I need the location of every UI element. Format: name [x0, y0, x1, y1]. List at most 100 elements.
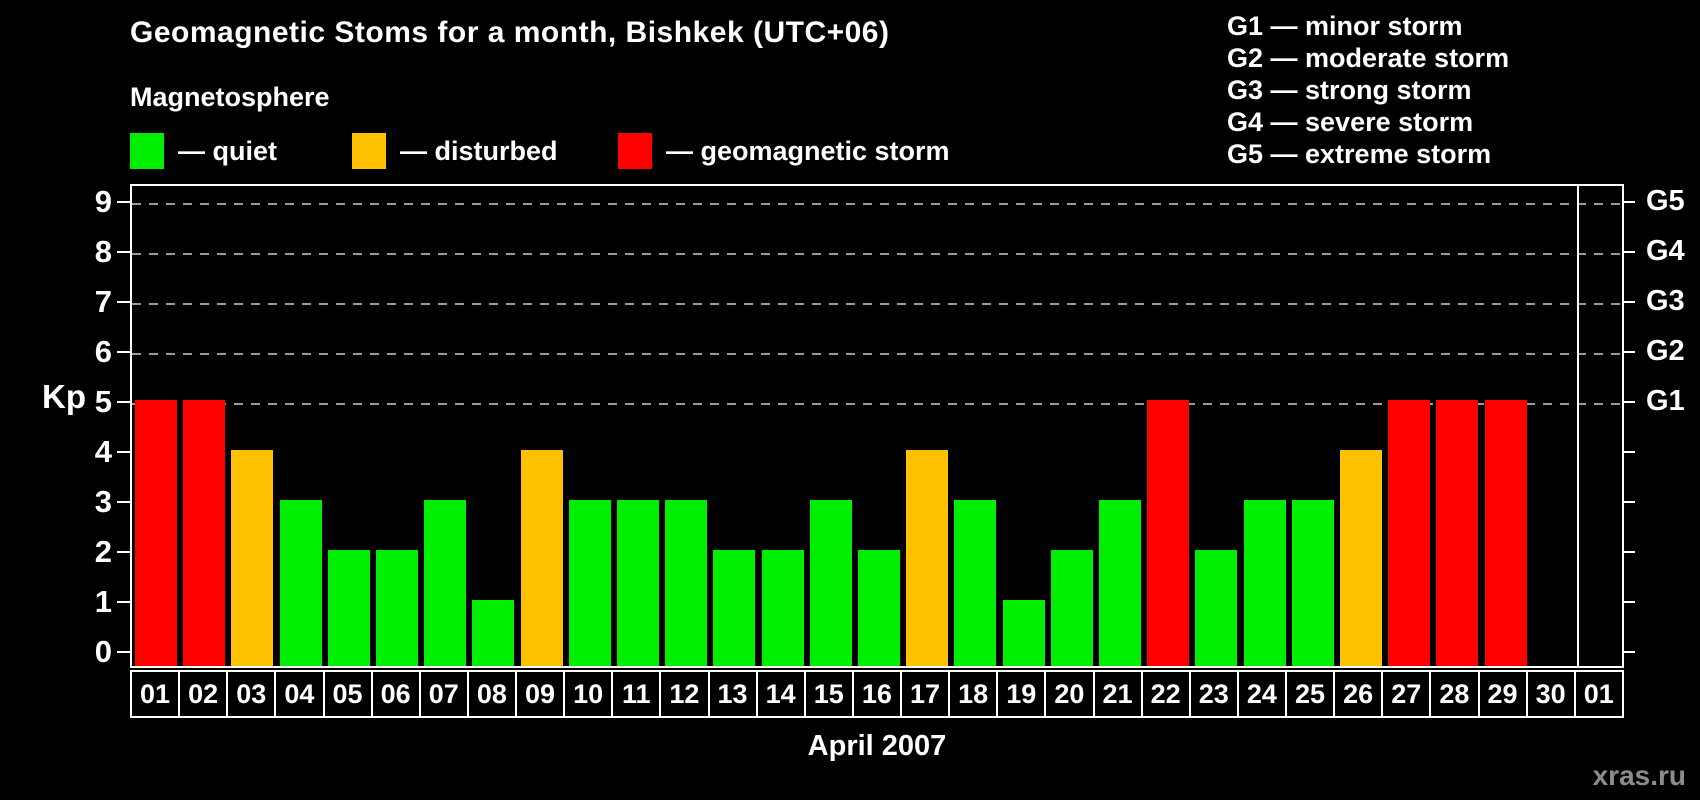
day-box-14: 14 — [755, 670, 806, 718]
gridline-kp-5 — [132, 403, 1622, 405]
day-box-23: 23 — [1188, 670, 1239, 718]
bar-day-20 — [1050, 550, 1093, 666]
g-scale-legend-line-4: G4 — severe storm — [1227, 107, 1474, 137]
bar-day-10 — [568, 500, 611, 666]
x-axis-title-month: April 2007 — [807, 730, 947, 762]
left-tick-kp-0 — [117, 651, 130, 653]
right-tick-kp-1 — [1622, 601, 1635, 603]
storm-color-swatch — [618, 133, 652, 169]
day-box-18: 18 — [948, 670, 999, 718]
bar-day-06 — [376, 550, 419, 666]
plot-area — [130, 184, 1624, 668]
y-tick-label-0: 0 — [94, 634, 112, 669]
gridline-kp-6 — [132, 353, 1622, 355]
g-axis-label-G2: G2 — [1646, 335, 1685, 367]
day-box-24: 24 — [1236, 670, 1287, 718]
y-tick-label-6: 6 — [94, 334, 112, 369]
day-box-03: 03 — [226, 670, 277, 718]
right-tick-kp-2 — [1622, 551, 1635, 553]
g-scale-legend-line-3: G3 — strong storm — [1227, 75, 1472, 105]
day-box-11: 11 — [611, 670, 662, 718]
bar-day-05 — [327, 550, 370, 666]
day-box-19: 19 — [996, 670, 1047, 718]
legend-label-storm: — geomagnetic storm — [666, 135, 950, 166]
day-box-30: 30 — [1525, 670, 1576, 718]
right-tick-kp-6 — [1622, 351, 1635, 353]
g-scale-legend-line-2: G2 — moderate storm — [1227, 43, 1510, 73]
day-box-12: 12 — [659, 670, 710, 718]
bar-day-26 — [1339, 450, 1382, 666]
bar-day-04 — [279, 500, 322, 666]
y-tick-label-9: 9 — [94, 184, 112, 219]
day-box-27: 27 — [1381, 670, 1432, 718]
y-tick-label-7: 7 — [94, 284, 112, 319]
day-box-10: 10 — [563, 670, 614, 718]
bar-day-16 — [858, 550, 900, 666]
day-box-01: 01 — [130, 670, 181, 718]
day-box-13: 13 — [707, 670, 758, 718]
left-tick-kp-2 — [117, 551, 130, 553]
day-box-21: 21 — [1092, 670, 1143, 718]
right-tick-kp-8 — [1622, 251, 1635, 253]
right-tick-kp-5 — [1622, 401, 1635, 403]
bar-day-28 — [1436, 400, 1479, 666]
day-box-29: 29 — [1477, 670, 1528, 718]
day-box-17: 17 — [900, 670, 951, 718]
right-tick-kp-3 — [1622, 501, 1635, 503]
magnetosphere-subtitle: Magnetosphere — [130, 82, 330, 112]
left-tick-kp-8 — [117, 251, 130, 253]
day-box-20: 20 — [1044, 670, 1095, 718]
day-box-08: 08 — [466, 670, 517, 718]
y-tick-label-8: 8 — [94, 234, 112, 269]
y-tick-label-3: 3 — [94, 484, 112, 519]
bar-day-25 — [1291, 500, 1334, 666]
bar-day-29 — [1484, 400, 1527, 666]
left-tick-kp-7 — [117, 301, 130, 303]
y-tick-label-4: 4 — [94, 434, 112, 469]
g-axis-label-G5: G5 — [1646, 185, 1685, 217]
bar-day-02 — [183, 400, 226, 666]
left-tick-kp-6 — [117, 351, 130, 353]
gridline-kp-8 — [132, 253, 1622, 255]
bar-day-09 — [520, 450, 563, 666]
bar-day-27 — [1388, 400, 1431, 666]
quiet-color-swatch — [130, 133, 164, 169]
bar-day-17 — [906, 450, 949, 666]
day-box-06: 06 — [370, 670, 421, 718]
bar-day-07 — [424, 500, 467, 666]
y-axis-title-kp: Kp — [42, 378, 86, 415]
day-box-02: 02 — [178, 670, 229, 718]
y-tick-label-5: 5 — [94, 384, 112, 419]
bar-day-13 — [713, 550, 756, 666]
left-tick-kp-9 — [117, 201, 130, 203]
legend-label-disturbed: — disturbed — [400, 135, 558, 166]
day-box-05: 05 — [322, 670, 373, 718]
g-scale-legend: G1 — minor storm G2 — moderate storm G3 — … — [1227, 10, 1509, 170]
disturbed-color-swatch — [352, 133, 386, 169]
left-tick-kp-3 — [117, 501, 130, 503]
bar-day-22 — [1147, 400, 1190, 666]
day-box-22: 22 — [1140, 670, 1191, 718]
right-tick-kp-7 — [1622, 301, 1635, 303]
x-axis-day-boxes: 01 02 03 04 05 06 07 08 09 10 11 12 13 14 15 16 17 18 19 20… — [130, 670, 1624, 718]
y-tick-label-1: 1 — [94, 584, 112, 619]
left-tick-kp-4 — [117, 451, 130, 453]
left-tick-kp-1 — [117, 601, 130, 603]
day-box-26: 26 — [1333, 670, 1384, 718]
day-box-25: 25 — [1285, 670, 1336, 718]
day-box-28: 28 — [1429, 670, 1480, 718]
gridline-kp-9 — [132, 203, 1622, 205]
day-box-15: 15 — [803, 670, 854, 718]
watermark-xras: xras.ru — [1592, 760, 1686, 791]
bar-day-21 — [1098, 500, 1141, 666]
legend-item-storm: — geomagnetic storm — [618, 132, 950, 170]
left-tick-kp-5 — [117, 401, 130, 403]
g-scale-legend-line-1: G1 — minor storm — [1227, 11, 1463, 41]
bar-day-23 — [1195, 550, 1238, 666]
legend-label-quiet: — quiet — [178, 135, 277, 166]
day-box-07: 07 — [418, 670, 469, 718]
right-tick-kp-4 — [1622, 451, 1635, 453]
bar-day-24 — [1243, 500, 1286, 666]
bar-day-11 — [617, 500, 660, 666]
right-tick-kp-9 — [1622, 201, 1635, 203]
